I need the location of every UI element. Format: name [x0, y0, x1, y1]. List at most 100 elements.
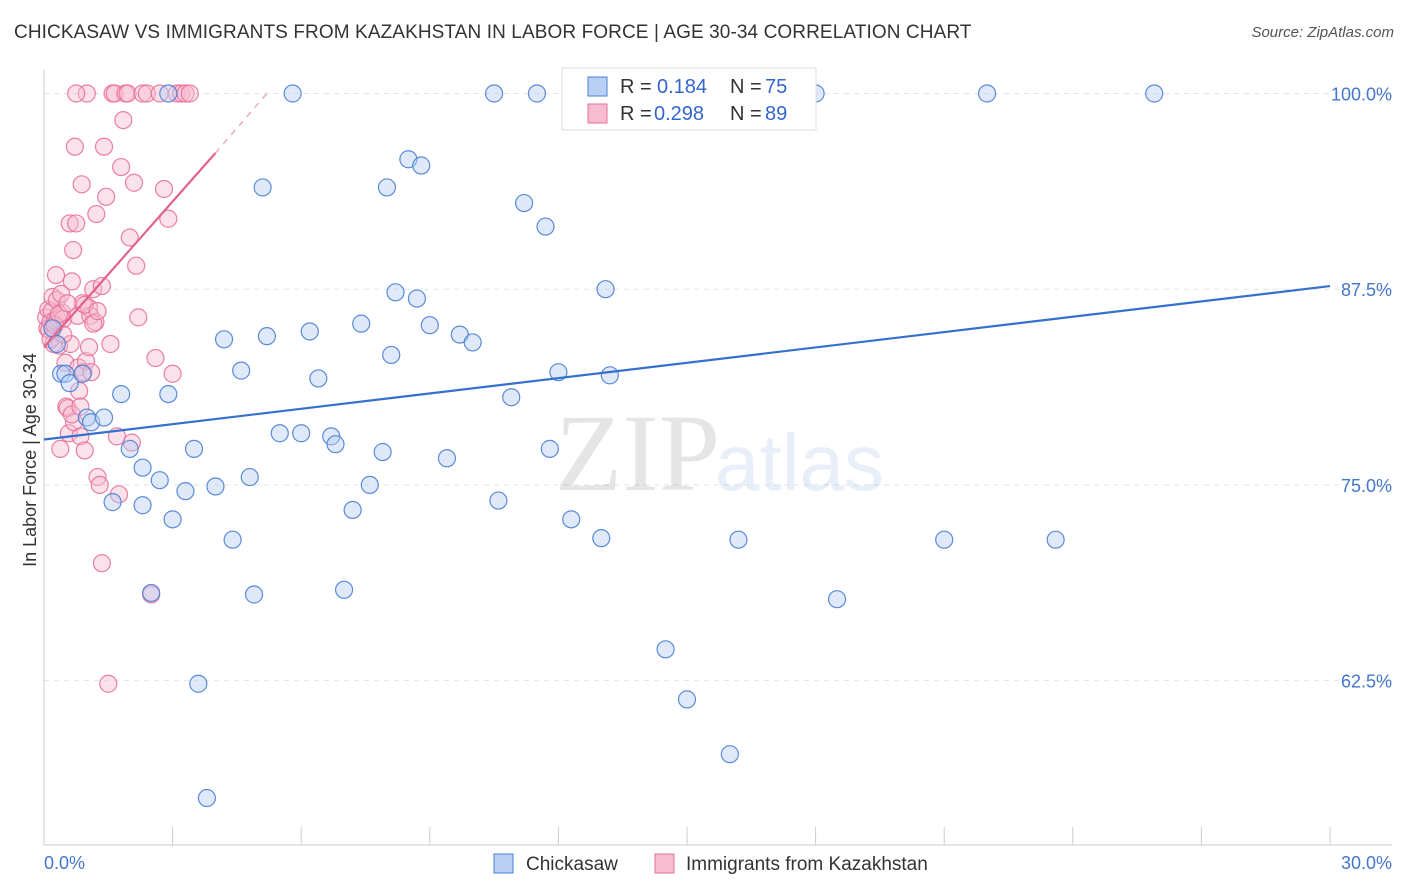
chickasaw-point [352, 314, 371, 333]
chickasaw-point [600, 366, 619, 385]
y-tick-label: 62.5% [1341, 672, 1392, 692]
kazakhstan-point [99, 674, 118, 693]
x-tick-label-min: 0.0% [44, 853, 85, 873]
legend-swatch-chickasaw [587, 76, 608, 97]
chickasaw-point [656, 640, 675, 659]
chickasaw-point [729, 530, 748, 549]
kazakhstan-point [79, 338, 99, 357]
kazakhstan-point [159, 209, 178, 228]
kazakhstan-point [67, 84, 86, 103]
kazakhstan-point [92, 554, 111, 573]
chickasaw-point [596, 280, 615, 299]
kazakhstan-point [105, 84, 124, 103]
bottom-legend-chickasaw: Chickasaw [526, 854, 618, 875]
chickasaw-point [120, 439, 139, 458]
chickasaw-point [343, 500, 362, 520]
kazakhstan-point [163, 364, 182, 383]
axes [43, 70, 1392, 846]
kazakhstan-point [65, 137, 84, 156]
legend-swatch-kazakhstan [587, 103, 608, 124]
chickasaw-point [309, 369, 328, 388]
legend-n-value-kazakhstan: 89 [765, 103, 787, 125]
chickasaw-point [283, 84, 302, 103]
legend-r-label-2: R = [620, 103, 652, 125]
kazakhstan-point [101, 334, 120, 354]
chickasaw-point [159, 384, 178, 404]
trendlines [43, 92, 1331, 441]
kazakhstan-point [87, 204, 106, 224]
bottom-legend: Chickasaw Immigrants from Kazakhstan [493, 853, 928, 875]
chickasaw-point [60, 374, 79, 393]
chickasaw-point [133, 496, 152, 515]
y-axis-label: In Labor Force | Age 30-34 [20, 353, 40, 567]
chart-title: CHICKASAW VS IMMIGRANTS FROM KAZAKHSTAN … [14, 22, 972, 43]
chickasaw-point [592, 529, 611, 548]
kazakhstan-point [51, 439, 70, 458]
watermark-atlas: atlas [715, 418, 884, 507]
chickasaw-point [377, 178, 397, 197]
chickasaw-point [257, 327, 277, 346]
chickasaw-point [163, 510, 182, 529]
chickasaw-point [720, 745, 739, 764]
legend-r-value-kazakhstan: 0.298 [654, 103, 704, 125]
kazakhstan-point [129, 308, 148, 327]
chickasaw-point [536, 217, 555, 236]
kazakhstan-point [67, 214, 86, 233]
legend-r-value-chickasaw: 0.184 [657, 76, 707, 98]
kazakhstan-point [180, 84, 199, 103]
kazakhstan-point [112, 157, 131, 177]
chickasaw-point [189, 674, 208, 693]
kazakhstan-point [61, 334, 80, 354]
chickasaw-point [540, 439, 559, 458]
chickasaw-point [112, 384, 131, 404]
y-tick-label: 100.0% [1331, 84, 1392, 104]
chickasaw-point [386, 283, 405, 302]
chickasaw-point [485, 84, 504, 103]
kazakhstan-point [64, 240, 83, 260]
kazakhstan-point [92, 276, 111, 296]
chickasaw-point [549, 363, 568, 382]
chickasaw-point [334, 580, 354, 599]
chickasaw-point [150, 471, 169, 490]
chickasaw-point [1046, 530, 1065, 549]
source-label: Source: ZipAtlas.com [1251, 24, 1394, 41]
chickasaw-point [244, 585, 264, 604]
chickasaw-point [197, 788, 216, 808]
kazakhstan-point [46, 266, 66, 285]
bottom-legend-swatch-chickasaw [493, 853, 514, 874]
chickasaw-point [373, 442, 392, 462]
kazakhstan-point [118, 84, 137, 103]
kazakhstan-point [114, 111, 133, 130]
chickasaw-point [420, 316, 439, 335]
legend-r-label-1: R = [620, 76, 652, 98]
chickasaw-point [562, 510, 581, 529]
chickasaw-point [240, 467, 259, 487]
chickasaw-point [827, 590, 847, 609]
kazakhstan-point [77, 84, 96, 103]
chickasaw-point [133, 458, 152, 477]
kazakhstan-point [74, 363, 93, 382]
chickasaw-point [515, 193, 534, 213]
gridlines: 62.5% 75.0% 87.5% 100.0% [44, 84, 1392, 692]
chickasaw-point [47, 334, 66, 354]
kazakhstan-point [120, 228, 139, 247]
chickasaw-point [527, 84, 547, 103]
chickasaw-point [935, 530, 954, 549]
chickasaw-point [502, 388, 521, 407]
chickasaw-point [1145, 84, 1164, 103]
kazakhstan-point [72, 175, 91, 194]
watermark-zip: ZIP [555, 392, 720, 514]
kazakhstan-point [62, 272, 81, 291]
chickasaw-point [223, 530, 242, 549]
chickasaw-point [142, 583, 161, 603]
legend-n-label-2: N = [730, 103, 762, 125]
kazakhstan-point [52, 284, 71, 303]
kazakhstan-point [127, 256, 146, 275]
chickasaw-point [232, 361, 251, 380]
chickasaw-point [326, 435, 345, 454]
chickasaw-point [270, 424, 289, 443]
kazakhstan-point [71, 397, 90, 416]
chickasaw-point [437, 449, 457, 468]
chickasaw-point [489, 491, 508, 510]
legend-n-value-chickasaw: 75 [765, 76, 787, 98]
